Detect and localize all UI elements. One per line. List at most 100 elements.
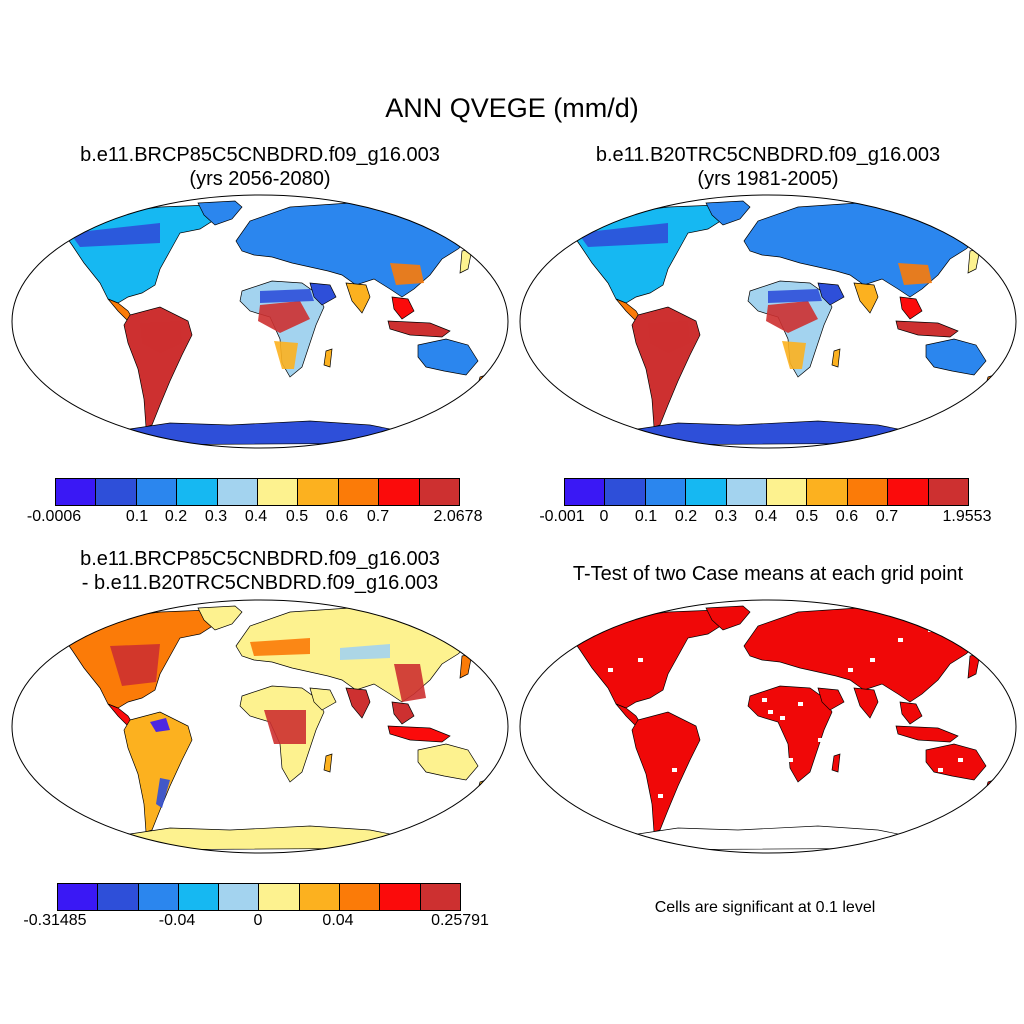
field-patch: [394, 664, 426, 702]
colorbar-swatch: [56, 479, 97, 505]
colorbar-swatch: [219, 884, 260, 910]
panel1-tick: 0.2: [164, 508, 188, 525]
land-antarctica: [104, 825, 431, 851]
land-australia: [417, 743, 479, 781]
colorbar-swatch: [98, 884, 139, 910]
panel2-tick: 0.3: [714, 508, 738, 525]
colorbar-swatch: [888, 479, 929, 505]
panel2-tick: 0.6: [835, 508, 859, 525]
non-significant-cell: [848, 668, 853, 672]
land-arabia: [309, 282, 337, 306]
panel4-map-content: [519, 599, 1017, 854]
colorbar-swatch: [767, 479, 808, 505]
land-greenland: [705, 605, 751, 631]
colorbar-swatch: [645, 479, 687, 505]
panel1-map-content: [11, 194, 509, 449]
land-newZealand: [983, 779, 995, 799]
non-significant-cell: [608, 668, 613, 672]
land-antarctica: [612, 825, 939, 851]
field-patch: [258, 301, 310, 333]
field-patch: [768, 289, 822, 303]
panel2-map: [519, 194, 1017, 449]
land-indonesia: [895, 320, 959, 338]
panel1-colorbar: [55, 478, 460, 506]
field-patch: [340, 644, 390, 660]
colorbar-swatch: [686, 479, 727, 505]
colorbar-swatch: [96, 479, 137, 505]
panel2-tick: 0.7: [875, 508, 899, 525]
map-border: [519, 599, 1017, 854]
land-seAsia: [391, 701, 415, 725]
field-patch: [274, 341, 298, 369]
field-patch: [578, 223, 668, 247]
panel2-tick: 1.9553: [942, 508, 992, 525]
panel1-tick: -0.0006: [26, 508, 82, 525]
land-arabia: [309, 687, 337, 711]
panel1-tick: 0.7: [366, 508, 390, 525]
land-antarctica: [612, 420, 939, 446]
land-seAsia: [391, 296, 415, 320]
panel1-title: b.e11.BRCP85C5CNBDRD.f09_g16.003 (yrs 20…: [10, 143, 510, 191]
colorbar-swatch: [259, 884, 300, 910]
colorbar-swatch: [379, 479, 420, 505]
land-madagascar: [831, 348, 841, 368]
panel3-map: [11, 599, 509, 854]
panel1-tick: 0.4: [244, 508, 268, 525]
panel4-map: [519, 599, 1017, 854]
land-indonesia: [387, 320, 451, 338]
panel3-tick: 0: [253, 912, 263, 929]
land-india: [345, 282, 371, 314]
colorbar-swatch: [217, 479, 259, 505]
land-greenland: [197, 200, 243, 226]
colorbar-swatch: [726, 479, 768, 505]
panel1-tick: 0.5: [285, 508, 309, 525]
land-greenland: [197, 605, 243, 631]
non-significant-cell: [938, 768, 943, 772]
panel1-colorbar-labels: -0.0006 0.1 0.2 0.3 0.4 0.5 0.6 0.7 2.06…: [0, 508, 512, 532]
map-border: [519, 194, 1017, 449]
colorbar-swatch: [419, 479, 460, 505]
land-australia: [417, 338, 479, 376]
panel3-colorbar: [57, 883, 461, 911]
map-border: [11, 194, 509, 449]
panel2-map-content: [519, 194, 1017, 449]
panel2-tick: 0.5: [795, 508, 819, 525]
non-significant-cell: [958, 758, 963, 762]
field-patch: [70, 223, 160, 247]
field-patch: [898, 263, 932, 285]
panel3-case-name: b.e11.BRCP85C5CNBDRD.f09_g16.003: [80, 548, 440, 570]
colorbar-swatch: [380, 884, 421, 910]
land-newZealand: [475, 374, 487, 394]
panel2-tick: 0: [599, 508, 609, 525]
land-madagascar: [323, 348, 333, 368]
field-patch: [250, 694, 310, 710]
panel4-ttest-title: T-Test of two Case means at each grid po…: [572, 563, 964, 585]
field-patch: [260, 289, 314, 303]
panel2-years: (yrs 1981-2005): [697, 168, 839, 190]
figure-title: ANN QVEGE (mm/d): [385, 93, 639, 123]
field-patch: [782, 341, 806, 369]
land-madagascar: [323, 753, 333, 773]
land-india: [345, 687, 371, 719]
land-japan: [459, 248, 473, 274]
non-significant-cell: [798, 702, 803, 706]
land-australia: [925, 338, 987, 376]
colorbar-swatch: [136, 479, 178, 505]
colorbar-swatch: [298, 479, 339, 505]
land-newZealand: [983, 374, 995, 394]
land-australia: [925, 743, 987, 781]
land-northAmerica: [569, 609, 734, 709]
panel2-case-name: b.e11.B20TRC5CNBDRD.f09_g16.003: [595, 144, 941, 166]
field-patch: [156, 778, 170, 808]
land-northAmerica: [569, 204, 734, 304]
panel3-minus-case: - b.e11.B20TRC5CNBDRD.f09_g16.003: [81, 572, 439, 594]
colorbar-swatch: [178, 884, 220, 910]
panel3-colorbar-labels: -0.31485 -0.04 0 0.04 0.25791: [0, 912, 512, 936]
panel1-tick: 0.6: [325, 508, 349, 525]
land-northAmerica: [61, 204, 226, 304]
panel2-title: b.e11.B20TRC5CNBDRD.f09_g16.003 (yrs 198…: [518, 143, 1018, 191]
land-japan: [967, 248, 981, 274]
colorbar-swatch: [807, 479, 848, 505]
land-madagascar: [831, 753, 841, 773]
panel1-years: (yrs 2056-2080): [189, 168, 331, 190]
